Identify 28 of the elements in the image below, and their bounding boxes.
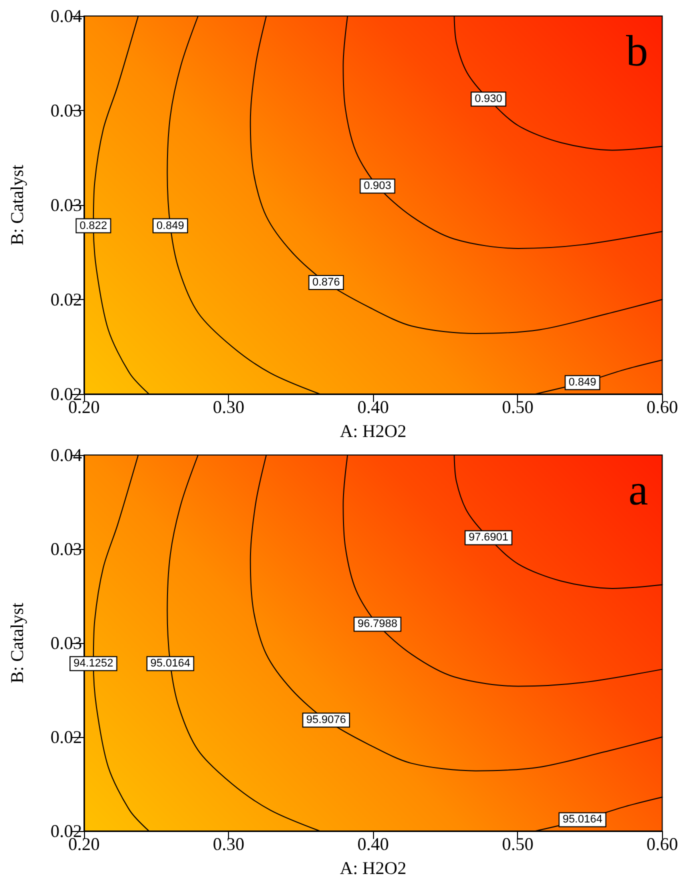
x-axis-title: A: H2O2	[340, 421, 406, 441]
y-tick-label: 0.03	[50, 195, 82, 215]
y-axis-title: B: Catalyst	[7, 164, 27, 246]
y-tick-label: 0.04	[50, 6, 82, 26]
series-label: 96.7988	[358, 618, 398, 630]
chart-title: a	[628, 466, 648, 514]
series-label: 95.9076	[306, 714, 346, 726]
y-tick-label: 0.03	[50, 633, 82, 653]
x-tick-label: 0.30	[212, 834, 244, 854]
y-tick-label: 0.02	[50, 290, 82, 310]
x-tick-label: 0.60	[646, 834, 678, 854]
y-tick-label: 0.03	[50, 539, 82, 559]
x-tick-label: 0.30	[212, 397, 244, 417]
y-axis-title: B: Catalyst	[7, 602, 27, 684]
x-tick-label: 0.50	[502, 397, 534, 417]
chart-title: b	[626, 26, 648, 76]
y-tick-label: 0.03	[50, 100, 82, 120]
text: 95.0164	[150, 658, 190, 670]
y-tick-label: 0.02	[50, 727, 82, 747]
x-tick-label: 0.60	[646, 397, 678, 417]
series-label: 94.1252	[74, 658, 114, 670]
x-axis-title: A: H2O2	[340, 858, 406, 878]
series-label: 97.6901	[468, 532, 508, 544]
x-tick-label: 0.40	[357, 397, 389, 417]
series-label: 95.0164	[562, 814, 602, 826]
y-tick-label: 0.04	[50, 445, 82, 465]
x-tick-label: 0.50	[502, 834, 534, 854]
x-tick-label: 0.40	[357, 834, 389, 854]
